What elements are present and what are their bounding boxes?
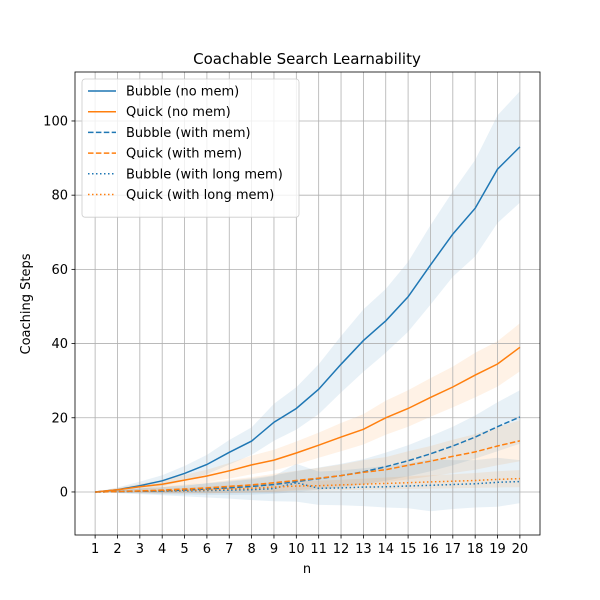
x-tick-label: 1 [91,542,99,557]
y-tick-label: 0 [60,485,68,500]
x-tick-label: 12 [333,542,350,557]
y-tick-label: 80 [51,189,68,204]
plot-frame [74,71,541,536]
legend-label-5: Bubble (with long mem) [126,167,283,182]
series-line-3 [95,416,521,493]
x-tick-label: 2 [113,542,121,557]
y-axis-label: Coaching Steps [19,253,34,354]
y-tick-label: 40 [51,337,68,352]
series-lines [95,146,521,493]
x-tick-label: 5 [180,542,188,557]
x-tick-label: 6 [203,542,211,557]
x-tick-label: 19 [489,542,506,557]
confidence-band-6 [95,470,520,494]
legend-label-6: Quick (with long mem) [126,188,274,203]
x-tick-label: 10 [288,542,305,557]
x-tick-label: 16 [422,542,439,557]
legend-label-2: Quick (no mem) [126,105,231,120]
x-tick-label: 4 [158,542,166,557]
y-tick-label: 100 [43,114,68,129]
legend-label-3: Bubble (with mem) [126,126,251,141]
confidence-band-2 [95,323,520,492]
y-tick-label: 60 [51,263,68,278]
x-tick-label: 3 [136,542,144,557]
x-axis-label: n [303,562,311,577]
legend-label-4: Quick (with mem) [126,147,242,162]
confidence-band-4 [95,420,520,494]
chart-title: Coachable Search Learnability [193,50,421,68]
x-tick-label: 18 [467,542,484,557]
axes: 1 2 3 4 5 6 7 8 9 10 11 12 13 14 15 16 17 18 19 20020406080… [43,71,541,557]
legend: Bubble (no mem) Quick (no mem) Bubble (wit… [81,78,300,218]
x-tick-label: 7 [225,542,233,557]
x-tick-label: 20 [512,542,529,557]
x-tick-label: 17 [445,542,462,557]
x-tick-label: 14 [377,542,394,557]
y-tick-label: 20 [51,411,68,426]
confidence-bands [95,91,520,512]
x-tick-label: 8 [247,542,255,557]
confidence-band-3 [95,390,520,495]
series-line-1 [95,146,521,493]
series-line-2 [95,346,521,493]
confidence-band-1 [95,91,520,493]
legend-label-1: Bubble (no mem) [126,85,239,100]
x-tick-label: 15 [400,542,417,557]
series-line-6 [95,477,520,493]
series-line-4 [95,440,521,493]
x-tick-label: 9 [270,542,278,557]
legend-box [81,78,300,218]
x-tick-label: 11 [310,542,327,557]
x-tick-label: 13 [355,542,372,557]
confidence-band-5 [95,457,520,512]
